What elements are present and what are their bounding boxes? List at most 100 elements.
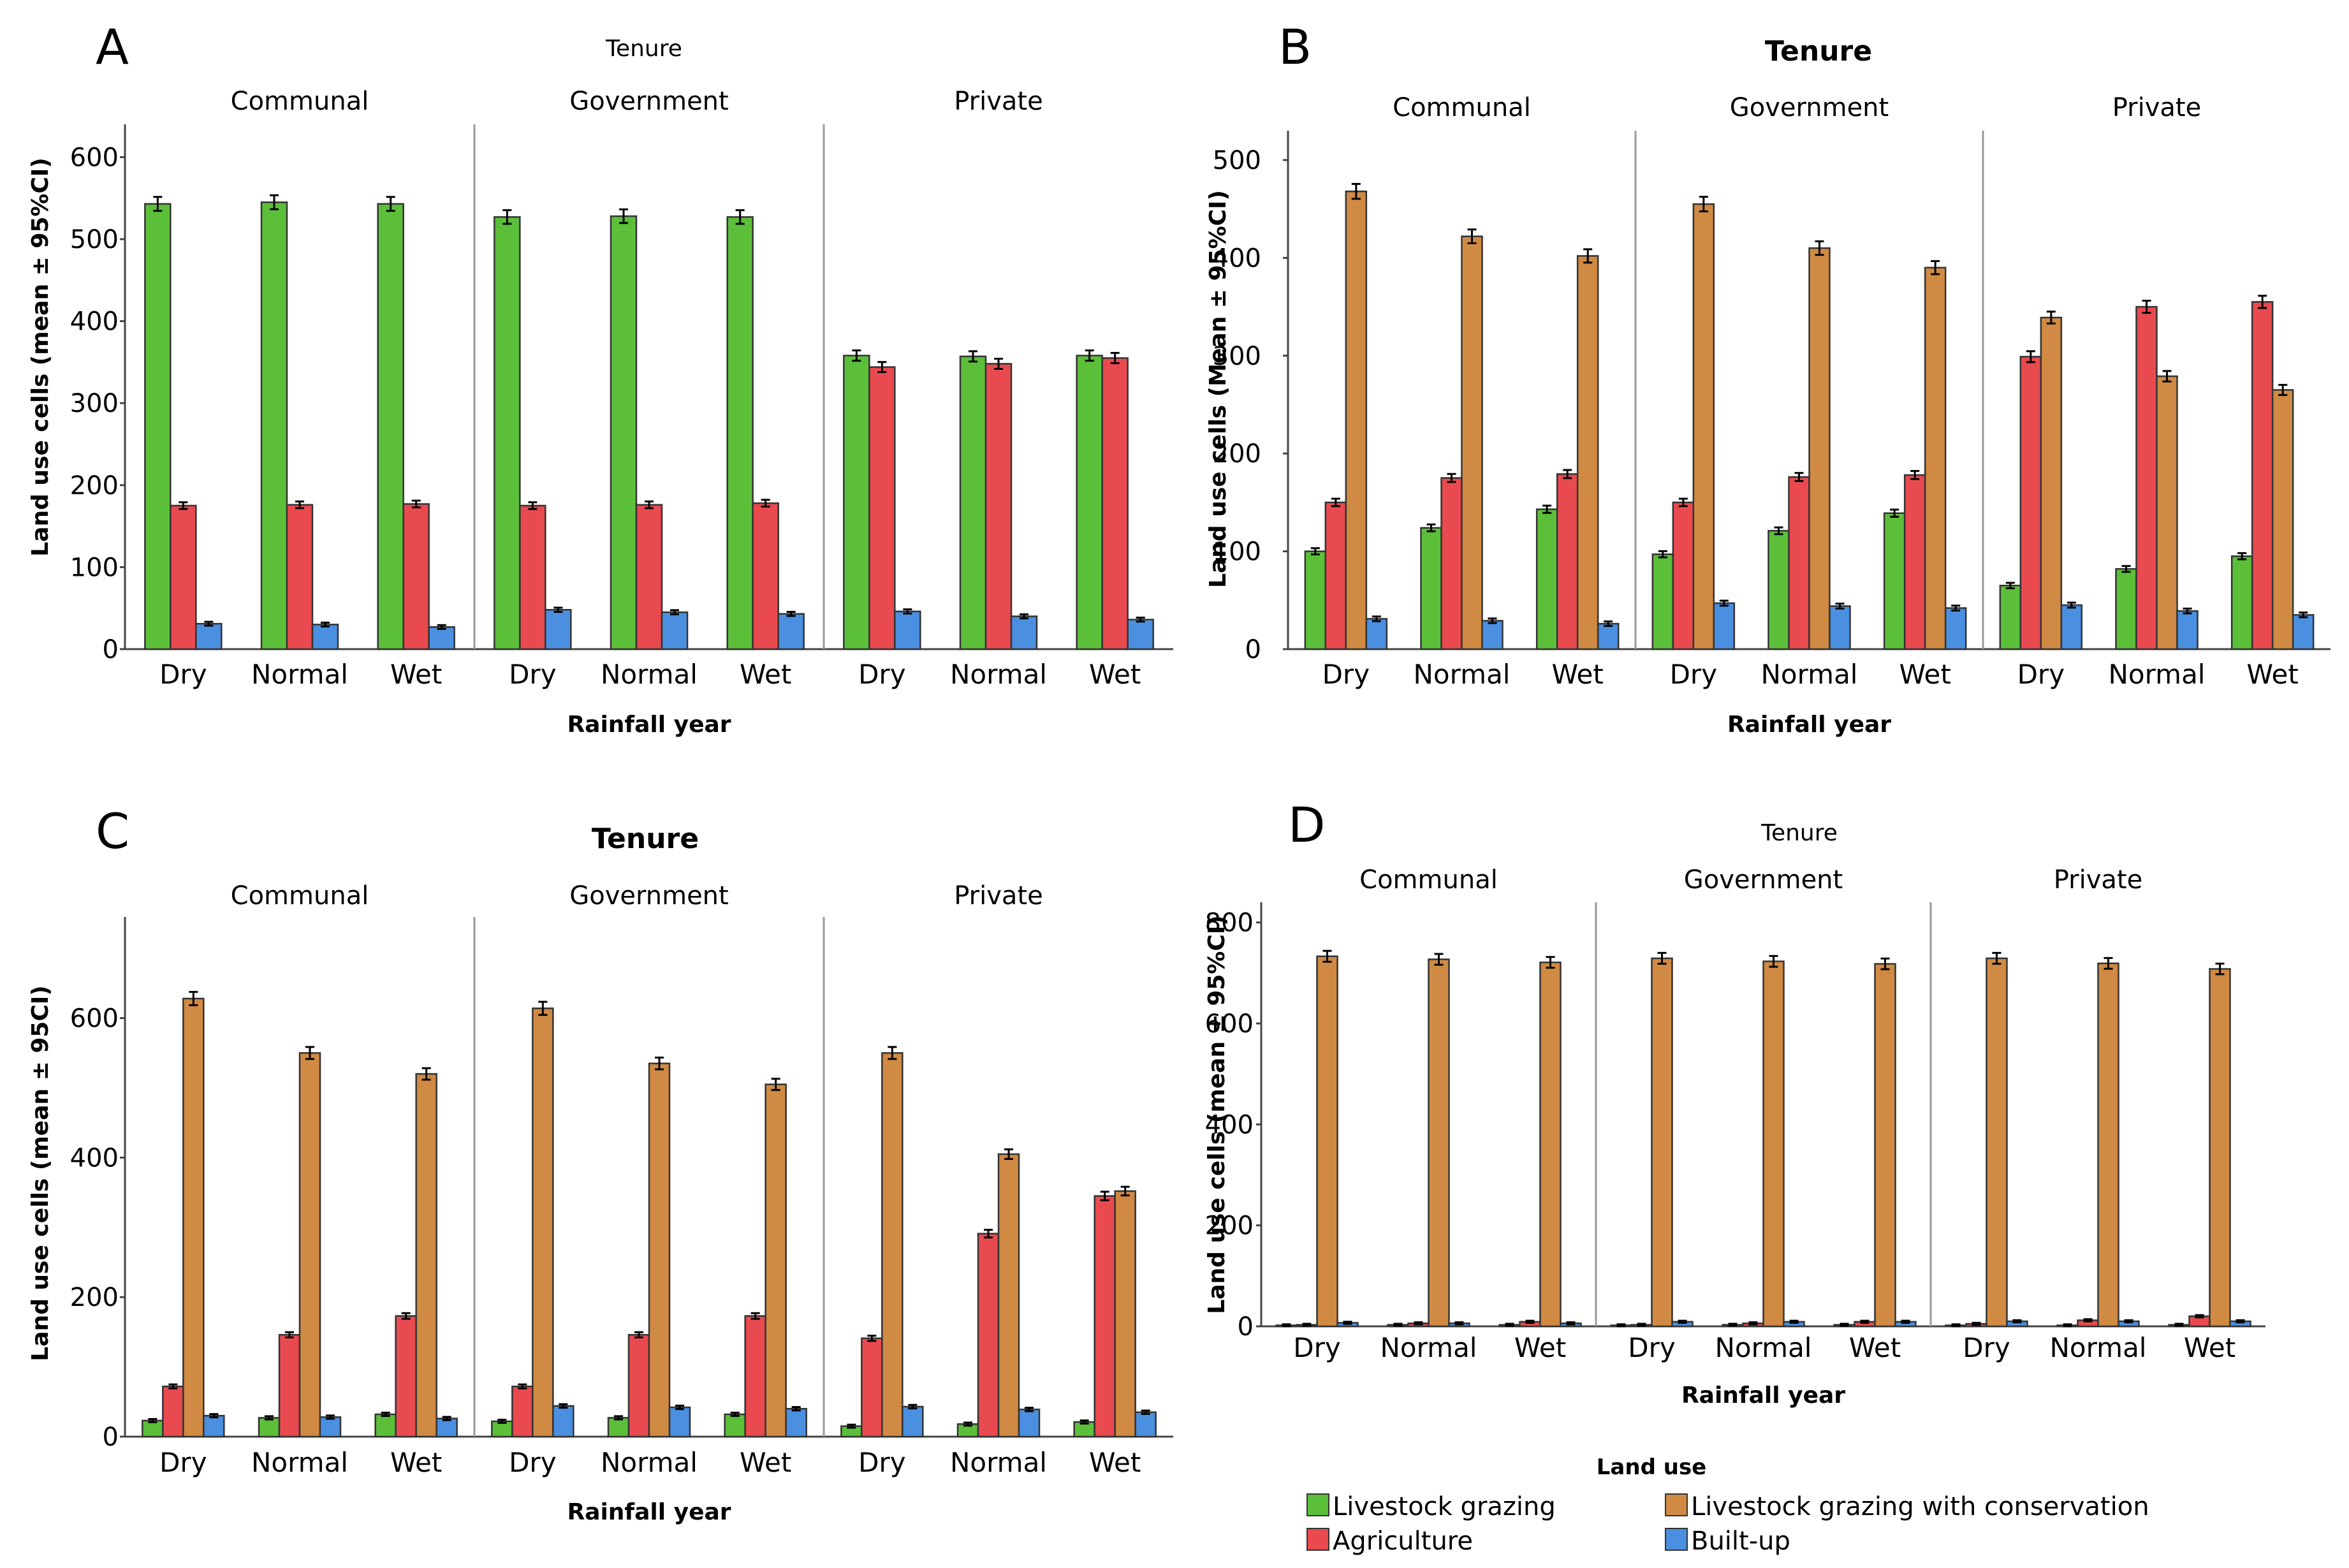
facet-label-government: Government <box>569 881 728 911</box>
bar-built-up <box>552 1405 574 1438</box>
bar-conservation <box>2097 962 2119 1328</box>
y-axis-title: Land use cells (mean ± 95%CI) <box>27 158 54 557</box>
legend: Land use Livestock grazing Agriculture L… <box>1306 1454 2149 1556</box>
bar-conservation <box>1762 960 1785 1328</box>
y-axis-title: Land use cells (mean ± 95CI) <box>27 985 54 1361</box>
x-category-label: Dry <box>1293 1332 1340 1363</box>
x-category-label: Wet <box>2184 1332 2236 1363</box>
bar-conservation <box>1651 957 1673 1328</box>
bar-built-up <box>2060 604 2083 650</box>
x-category-label: Normal <box>601 1447 698 1478</box>
bar-livestock-grazing <box>607 1417 630 1438</box>
bar-agriculture <box>170 504 197 650</box>
legend-swatch-livestock-grazing <box>1306 1493 1329 1516</box>
bar-agriculture <box>511 1385 534 1438</box>
bar-conservation <box>648 1062 671 1438</box>
x-category-label: Normal <box>251 1447 348 1478</box>
y-tick-label: 400 <box>70 307 119 337</box>
bar-agriculture <box>1556 473 1579 650</box>
y-tick-label: 400 <box>70 1143 119 1173</box>
bar-built-up <box>894 610 921 650</box>
bar-agriculture <box>162 1385 184 1438</box>
y-tick-label: 400 <box>1213 244 1261 273</box>
x-category-label: Normal <box>2109 659 2206 690</box>
bar-conservation <box>1539 961 1562 1328</box>
y-tick-label: 800 <box>1205 909 1254 938</box>
bar-livestock-grazing <box>258 1417 281 1438</box>
bar-conservation <box>2156 375 2178 650</box>
x-axis-title: Rainfall year <box>567 1499 731 1525</box>
x-category-label: Wet <box>1849 1332 1901 1363</box>
y-tick-label: 0 <box>103 1423 119 1452</box>
bar-built-up <box>2292 614 2315 650</box>
bar-built-up <box>319 1416 342 1438</box>
x-category-label: Wet <box>390 659 442 690</box>
x-category-label: Normal <box>1414 659 1511 690</box>
y-axis-title: Land use cells (Mean ± 95%CI) <box>1205 190 1231 588</box>
legend-label-livestock-grazing: Livestock grazing <box>1333 1492 1556 1521</box>
bar-built-up <box>1481 620 1504 650</box>
y-tick-label: 200 <box>1213 439 1261 469</box>
legend-label-agriculture: Agriculture <box>1333 1527 1473 1556</box>
x-category-label: Dry <box>509 1447 556 1478</box>
bar-built-up <box>311 624 339 650</box>
bar-conservation <box>997 1153 1020 1438</box>
bar-agriculture <box>2019 356 2042 650</box>
bar-conservation <box>1692 203 1715 650</box>
bar-conservation <box>1874 963 1896 1328</box>
x-category-label: Normal <box>1380 1332 1477 1363</box>
chart-panel-b: B Tenure 0 100 200 300 400 500 Land use cells (M… <box>1205 18 2331 738</box>
bar-built-up <box>195 622 223 650</box>
bar-agriculture <box>278 1334 301 1438</box>
bar-conservation <box>1428 958 1450 1328</box>
x-category-label: Normal <box>1715 1332 1812 1363</box>
bar-livestock-grazing <box>1767 530 1790 650</box>
y-tick-label: 100 <box>70 553 119 582</box>
bar-conservation <box>298 1052 321 1438</box>
legend-label-conservation: Livestock grazing with conservation <box>1691 1492 2149 1521</box>
bar-conservation <box>1808 247 1831 650</box>
y-tick-label: 300 <box>70 389 119 418</box>
x-category-label: Dry <box>2017 659 2065 690</box>
bar-conservation <box>1461 235 1483 650</box>
bar-livestock-grazing <box>1999 585 2022 650</box>
bar-conservation <box>1986 957 2008 1328</box>
bar-agriculture <box>402 503 430 650</box>
bar-agriculture <box>977 1233 1000 1438</box>
bar-livestock-grazing <box>1076 355 1103 650</box>
bar-agriculture <box>1094 1195 1116 1438</box>
x-category-label: Normal <box>2050 1332 2147 1363</box>
bar-livestock-grazing <box>726 216 754 650</box>
bar-conservation <box>415 1073 437 1438</box>
bar-agriculture <box>627 1334 650 1438</box>
bar-agriculture <box>286 504 314 650</box>
x-axis-title: Rainfall year <box>1727 712 1891 738</box>
bar-built-up <box>2176 610 2199 650</box>
x-category-label: Dry <box>509 659 556 690</box>
facet-label-communal: Communal <box>1359 865 1498 895</box>
legend-title: Land use <box>1597 1454 1707 1480</box>
facet-label-communal: Communal <box>1393 93 1531 122</box>
y-tick-label: 600 <box>1205 1009 1254 1039</box>
bar-conservation <box>1114 1190 1136 1438</box>
x-category-label: Wet <box>740 1447 791 1478</box>
facet-label-private: Private <box>2112 93 2201 122</box>
legend-swatch-built-up <box>1665 1528 1688 1551</box>
x-category-label: Dry <box>159 659 207 690</box>
bar-built-up <box>545 609 572 650</box>
facet-label-private: Private <box>954 881 1043 911</box>
bar-conservation <box>2209 968 2231 1328</box>
x-category-label: Normal <box>1761 659 1858 690</box>
y-tick-label: 200 <box>70 1283 119 1312</box>
bar-agriculture <box>984 363 1013 650</box>
bar-built-up <box>777 613 805 650</box>
legend-label-built-up: Built-up <box>1691 1527 1790 1556</box>
bar-agriculture <box>2251 301 2274 650</box>
facet-label-government: Government <box>569 87 728 116</box>
bar-built-up <box>1597 622 1620 650</box>
chart-panel-c: C Tenure 0 200 400 600 Land use cells (mean ± … <box>27 803 1173 1525</box>
bar-conservation <box>881 1052 904 1438</box>
bar-agriculture <box>1440 477 1463 650</box>
panel-letter: C <box>96 803 129 860</box>
